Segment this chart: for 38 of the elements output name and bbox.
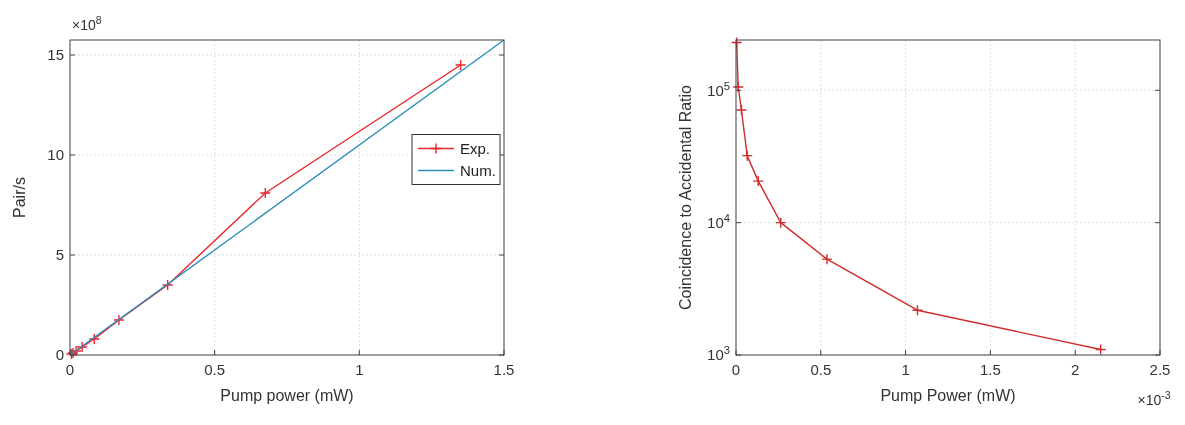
point: [161, 279, 174, 291]
x-axis-title: Pump power (mW): [220, 387, 354, 404]
point: [752, 175, 764, 187]
y-tick-label: 15: [47, 46, 64, 64]
x-tick-label: 0.5: [204, 361, 226, 378]
y-tick-label: 10$^{3}$: [707, 344, 730, 364]
x-tick-label: 0.5: [810, 361, 832, 378]
text: ×10$^{8}$: [72, 14, 102, 33]
legend-label: Num.: [460, 161, 496, 179]
point: [821, 253, 833, 265]
x-tick-label: 1.5: [493, 361, 515, 378]
x-axis-title: Pump Power (mW): [880, 387, 1016, 404]
y-axis-title: Coincidence to Accidental Ratio: [677, 84, 694, 311]
point: [259, 187, 271, 199]
y-axis-title: Pair/s: [11, 177, 28, 218]
x-tick-label: 1.5: [979, 361, 1001, 378]
y-tick-label: 10: [47, 146, 64, 164]
y-tick-label: 0: [55, 346, 64, 364]
point: [741, 149, 753, 162]
point: [88, 333, 100, 345]
point: [735, 104, 748, 116]
y-tick-label: 10$^{4}$: [707, 211, 730, 231]
point: [1094, 343, 1107, 356]
legend-label: Exp.: [460, 139, 491, 157]
point: [775, 216, 787, 229]
point: [732, 81, 744, 93]
y-tick-label: 5: [55, 246, 64, 264]
x-tick-label: 1: [355, 361, 364, 378]
text: ×10$^{-3}$: [1137, 389, 1171, 408]
point: [113, 314, 125, 326]
point: [911, 304, 924, 316]
x-tick-label: 1: [901, 361, 910, 378]
x-tick-label: 0: [731, 361, 741, 378]
x-tick-label: 2: [1071, 361, 1080, 378]
y-tick-label: 10$^{5}$: [707, 79, 730, 99]
x-tick-label: 2.5: [1149, 361, 1171, 378]
point: [454, 59, 467, 71]
point: [76, 341, 88, 353]
